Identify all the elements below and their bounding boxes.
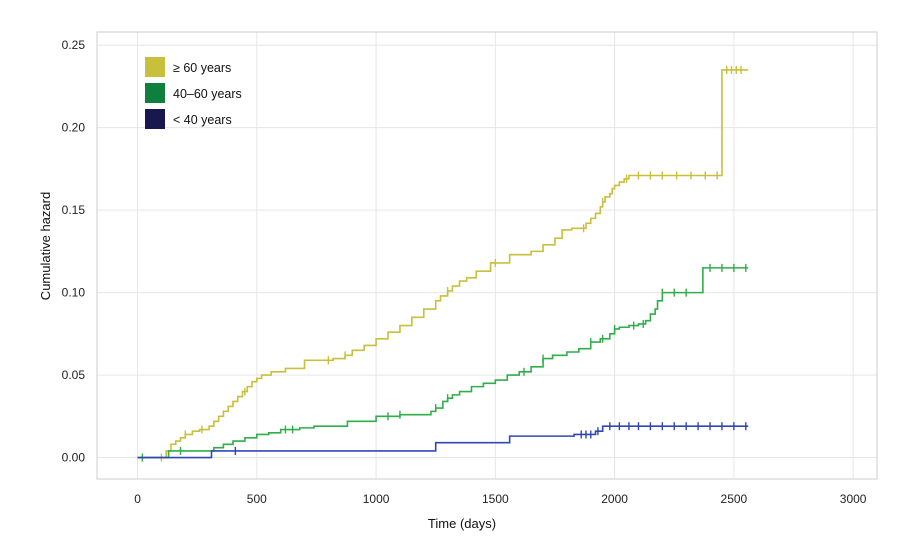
legend-entry-60-plus: ≥ 60 years: [145, 57, 231, 77]
legend-label-60-plus: ≥ 60 years: [173, 61, 231, 75]
legend: ≥ 60 years 40–60 years < 40 years: [145, 57, 242, 129]
legend-swatch-60-plus: [145, 57, 165, 77]
legend-label-under-40: < 40 years: [173, 113, 232, 127]
legend-swatch-40-60: [145, 83, 165, 103]
grid-lines: [97, 32, 877, 479]
series-layer: [137, 65, 749, 462]
y-tick-label: 0.25: [62, 38, 86, 52]
x-axis-title: Time (days): [428, 516, 496, 531]
series-line-0: [137, 69, 749, 459]
x-tick-label: 500: [247, 492, 267, 506]
x-tick-label: 2500: [721, 492, 748, 506]
y-axis-ticks: 0.00 0.05 0.10 0.15 0.20 0.25: [62, 38, 86, 464]
y-tick-label: 0.20: [62, 121, 86, 135]
y-tick-label: 0.05: [62, 368, 86, 382]
legend-entry-40-60: 40–60 years: [145, 83, 242, 103]
x-tick-label: 1000: [363, 492, 390, 506]
x-tick-label: 2000: [601, 492, 628, 506]
x-axis-ticks: 0 500 1000 1500 2000 2500 3000: [134, 492, 867, 506]
plot-frame: [96, 31, 878, 480]
x-tick-label: 0: [134, 492, 141, 506]
series-line-2: [137, 425, 749, 459]
series-line-1: [137, 267, 749, 459]
y-tick-label: 0.10: [62, 286, 86, 300]
legend-swatch-under-40: [145, 109, 165, 129]
legend-entry-under-40: < 40 years: [145, 109, 232, 129]
x-tick-label: 3000: [840, 492, 867, 506]
y-tick-label: 0.15: [62, 203, 86, 217]
x-tick-label: 1500: [482, 492, 509, 506]
y-axis-title: Cumulative hazard: [38, 192, 53, 300]
y-tick-label: 0.00: [62, 451, 86, 465]
legend-label-40-60: 40–60 years: [173, 87, 242, 101]
